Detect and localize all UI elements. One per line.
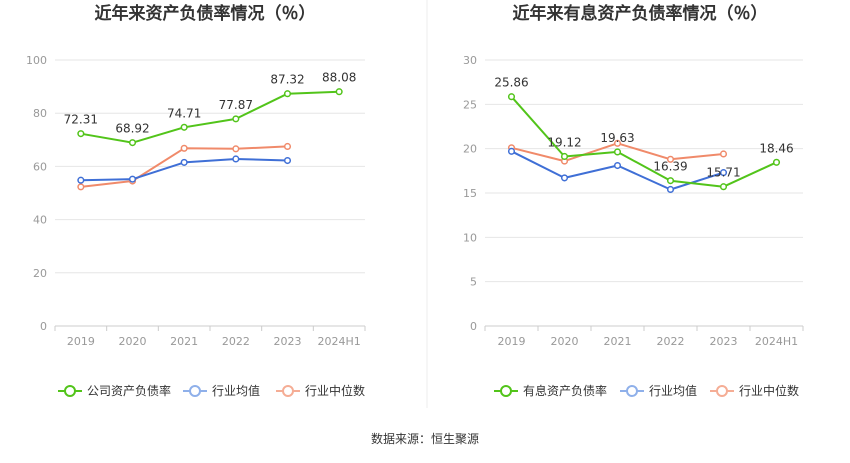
y-tick-label: 100	[26, 54, 47, 67]
data-point-company	[128, 139, 137, 147]
data-point-industry-avg	[180, 158, 188, 166]
data-label: 16.39	[653, 160, 687, 174]
data-point-industry-avg	[560, 174, 569, 182]
legend-item-industry-avg[interactable]: 行业均值	[620, 383, 697, 398]
x-tick-label: 2021	[604, 335, 632, 348]
data-point-industry-median	[180, 144, 188, 152]
interest-debt-ratio-chart: 近年来有息资产负债率情况（％） 0 5 10 15 20 25 30 2019 2020 2021 2…	[463, 3, 804, 398]
data-point-industry-avg	[128, 175, 137, 183]
legend-item-industry-median[interactable]: 行业中位数	[710, 383, 799, 398]
data-point-industry-avg	[232, 155, 240, 163]
data-label: 72.31	[64, 113, 98, 127]
data-point-company	[180, 123, 188, 131]
legend-circle-icon	[189, 385, 201, 397]
y-tick-label: 0	[40, 320, 47, 333]
data-point-company	[560, 152, 569, 161]
legend-label: 行业均值	[212, 383, 260, 398]
y-tick-label: 30	[463, 54, 477, 67]
legend-label: 行业中位数	[739, 383, 799, 398]
data-label: 18.46	[759, 141, 793, 155]
x-tick-label: 2019	[498, 335, 526, 348]
y-tick-label: 5	[470, 276, 477, 289]
data-point-industry-median	[283, 142, 292, 150]
y-tick-label: 40	[33, 214, 47, 227]
data-point-company	[666, 177, 675, 185]
data-point-industry-median	[77, 183, 85, 191]
legend-circle-icon	[64, 385, 76, 397]
x-tick-label: 2021	[170, 335, 198, 348]
x-tick-label: 2024H1	[755, 335, 798, 348]
x-tick-label: 2024H1	[318, 335, 361, 348]
legend-item-industry-median[interactable]: 行业中位数	[276, 383, 365, 398]
data-point-company	[719, 183, 728, 191]
data-point-company	[232, 115, 240, 123]
legend-circle-icon	[500, 385, 512, 397]
legend-label: 行业中位数	[305, 383, 365, 398]
data-point-industry-avg	[283, 156, 292, 165]
data-point-industry-avg	[666, 185, 675, 194]
x-tick-label: 2022	[222, 335, 250, 348]
legend-item-company[interactable]: 公司资产负债率	[58, 383, 171, 398]
y-tick-label: 0	[470, 320, 477, 333]
data-label: 15.71	[706, 166, 740, 180]
data-point-company	[283, 90, 292, 98]
legend-label: 有息资产负债率	[523, 383, 607, 398]
x-tick-label: 2022	[657, 335, 685, 348]
legend-circle-icon	[282, 385, 294, 397]
data-point-industry-avg	[613, 161, 622, 170]
x-tick-label: 2020	[551, 335, 579, 348]
chart-title: 近年来资产负债率情况（％）	[95, 3, 316, 24]
legend-circle-icon	[716, 385, 728, 397]
y-tick-label: 15	[463, 187, 477, 200]
data-label: 77.87	[219, 98, 253, 112]
source-note: 数据来源：恒生聚源	[371, 431, 479, 446]
legend-item-company[interactable]: 有息资产负债率	[494, 383, 607, 398]
data-point-company	[507, 93, 516, 101]
x-tick-label: 2020	[119, 335, 147, 348]
data-point-company	[77, 130, 85, 138]
data-label: 19.12	[547, 135, 581, 149]
data-point-company	[613, 148, 622, 156]
y-tick-label: 20	[463, 143, 477, 156]
y-tick-label: 80	[33, 107, 47, 120]
y-tick-label: 20	[33, 267, 47, 280]
data-label: 25.86	[494, 76, 528, 90]
series-line-company	[80, 90, 340, 144]
y-tick-label: 60	[33, 160, 47, 173]
data-point-industry-avg	[77, 176, 85, 184]
data-point-industry-median	[719, 150, 728, 158]
data-label: 19.63	[600, 131, 634, 145]
legend-label: 行业均值	[649, 383, 697, 398]
data-label: 74.71	[167, 106, 201, 120]
data-point-industry-median	[666, 155, 675, 163]
data-label: 68.92	[115, 122, 149, 136]
y-tick-label: 25	[463, 98, 477, 111]
x-tick-label: 2019	[67, 335, 95, 348]
data-point-industry-avg	[719, 169, 728, 177]
series-line-company	[510, 96, 777, 188]
data-point-company	[772, 158, 781, 166]
chart-title: 近年来有息资产负债率情况（％）	[513, 3, 768, 24]
legend-item-industry-avg[interactable]: 行业均值	[183, 383, 260, 398]
legend-circle-icon	[626, 385, 638, 397]
data-point-company	[335, 88, 343, 96]
data-point-industry-median	[613, 139, 622, 147]
debt-ratio-chart: 近年来资产负债率情况（％） 0 20 40 60 80 100 2019 2020 2021 202…	[26, 3, 366, 398]
x-tick-label: 2023	[274, 335, 302, 348]
legend-label: 公司资产负债率	[87, 383, 171, 398]
data-point-industry-median	[232, 145, 240, 153]
data-point-industry-avg	[507, 147, 516, 155]
data-label: 88.08	[322, 71, 356, 85]
x-tick-label: 2023	[710, 335, 738, 348]
data-label: 87.32	[270, 73, 304, 87]
y-tick-label: 10	[463, 231, 477, 244]
